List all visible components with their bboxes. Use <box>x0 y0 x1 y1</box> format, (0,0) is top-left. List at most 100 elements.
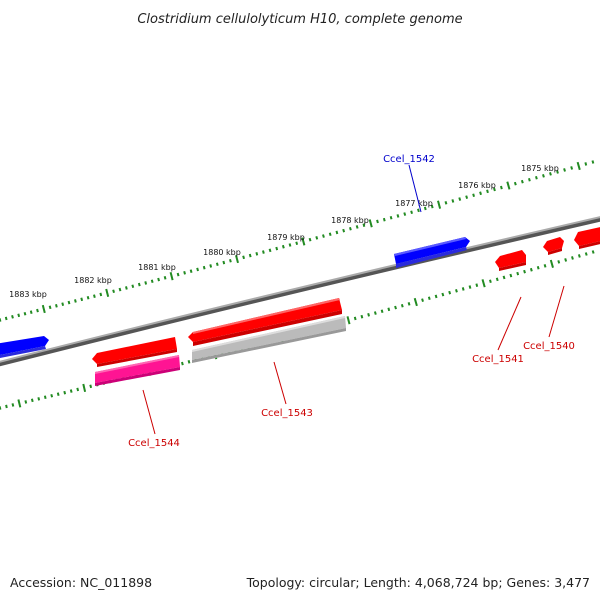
gene-ccel-1542[interactable] <box>394 237 470 268</box>
inner-tick-mark <box>394 305 397 310</box>
outer-tick-mark <box>183 271 186 275</box>
inner-tick-mark <box>421 298 424 302</box>
outer-tick-mark <box>222 260 226 265</box>
outer-tick-mark <box>61 302 65 306</box>
inner-tick-mark <box>543 264 547 268</box>
outer-tick-mark <box>549 172 552 176</box>
outer-tick-mark <box>67 300 71 305</box>
outer-tick-mark <box>157 277 160 282</box>
inner-tick-mark <box>516 271 520 276</box>
inner-tick-mark <box>461 287 465 291</box>
outer-tick-mark <box>29 310 33 314</box>
outer-tick-mark <box>125 286 128 290</box>
outer-tick-mark <box>451 199 455 203</box>
inner-tick-mark <box>502 275 506 280</box>
outer-tick-mark <box>520 179 524 184</box>
inner-tick-mark <box>448 290 452 295</box>
inner-tick-mark <box>82 383 87 393</box>
inner-tick-mark <box>37 397 41 401</box>
outer-tick-mark <box>248 253 252 258</box>
outer-tick-mark <box>335 230 339 235</box>
outer-tick-mark <box>322 234 325 238</box>
genome-summary-text: Topology: circular; Length: 4,068,724 bp… <box>246 575 590 590</box>
outer-tick-track <box>0 160 595 322</box>
inner-tick-mark <box>475 283 479 287</box>
outer-tick-mark <box>493 187 496 192</box>
inner-tick-mark <box>56 392 60 396</box>
outer-tick-mark <box>500 185 503 190</box>
inner-tick-mark <box>373 311 377 315</box>
inner-tick-mark <box>564 258 568 262</box>
inner-tick-mark <box>89 384 93 389</box>
outer-tick-mark <box>584 162 588 166</box>
outer-tick-mark <box>176 272 180 277</box>
outer-tick-mark <box>93 294 96 298</box>
inner-tick-mark <box>571 256 574 260</box>
inner-tick-mark <box>17 399 22 408</box>
outer-tick-mark <box>355 225 359 229</box>
outer-tick-mark <box>275 246 279 251</box>
gene-red-left[interactable] <box>92 337 177 367</box>
outer-tick-mark <box>528 177 531 182</box>
leader-ccel-1540 <box>548 285 565 338</box>
inner-tick-mark <box>481 279 486 288</box>
outer-tick-mark <box>4 316 8 321</box>
inner-tick-mark <box>407 302 411 306</box>
outer-tick-mark <box>23 311 27 316</box>
gene-ccel-1541[interactable] <box>495 250 526 271</box>
gene-label-ccel-1544[interactable]: Ccel_1544 <box>128 438 180 449</box>
inner-tick-mark <box>181 361 184 366</box>
inner-tick-mark <box>536 265 540 270</box>
inner-tick-mark <box>11 403 15 407</box>
gene-ccel-1540[interactable] <box>543 237 564 255</box>
outer-tick-mark <box>80 297 84 302</box>
inner-tick-mark <box>43 395 47 400</box>
gene-label-ccel-1542[interactable]: Ccel_1542 <box>383 154 435 165</box>
inner-tick-mark <box>549 259 554 268</box>
inner-tick-mark <box>584 252 588 256</box>
inner-tick-mark <box>400 303 404 308</box>
inner-tick-mark <box>346 316 351 325</box>
outer-tick-mark <box>255 252 259 256</box>
gene-red-middle[interactable] <box>188 298 342 346</box>
inner-tick-mark <box>455 289 458 293</box>
outer-tick-mark <box>576 161 581 171</box>
outer-tick-mark <box>410 210 413 214</box>
gene-red-right-edge[interactable] <box>574 226 600 249</box>
outer-tick-mark <box>150 279 154 284</box>
tick-label-1880: 1880 kbp <box>203 248 241 257</box>
gene-blue-left[interactable] <box>0 336 49 359</box>
gene-ccel-1543[interactable] <box>192 316 346 363</box>
gene-ccel-1544[interactable] <box>95 355 180 386</box>
gene-label-ccel-1543[interactable]: Ccel_1543 <box>261 408 313 419</box>
outer-tick-mark <box>55 303 58 308</box>
inner-tick-mark <box>557 260 561 264</box>
gene-label-ccel-1540[interactable]: Ccel_1540 <box>523 341 575 352</box>
outer-tick-mark <box>11 315 14 319</box>
outer-tick-mark <box>137 282 141 287</box>
outer-tick-mark <box>105 288 110 297</box>
inner-tick-mark <box>468 285 472 289</box>
outer-tick-mark <box>376 219 379 224</box>
outer-tick-mark <box>301 237 306 246</box>
gene-label-ccel-1541[interactable]: Ccel_1541 <box>472 354 524 365</box>
outer-tick-mark <box>591 160 595 164</box>
outer-tick-mark <box>506 181 511 190</box>
inner-tick-mark <box>50 393 54 398</box>
outer-tick-mark <box>349 227 352 231</box>
outer-tick-mark <box>479 191 482 196</box>
outer-tick-mark <box>486 189 489 194</box>
outer-tick-mark <box>169 272 174 281</box>
inner-tick-mark <box>529 267 533 272</box>
inner-tick-mark <box>523 269 526 274</box>
outer-tick-mark <box>288 243 292 247</box>
leader-ccel-1542 <box>408 164 422 213</box>
outer-tick-mark <box>430 204 434 209</box>
outer-tick-mark <box>458 197 462 201</box>
outer-tick-mark <box>396 214 400 218</box>
genome-backbone-highlight <box>0 216 600 363</box>
tick-label-1876: 1876 kbp <box>458 181 496 190</box>
inner-tick-mark <box>509 273 513 278</box>
outer-tick-mark <box>382 217 386 222</box>
inner-tick-mark <box>63 390 67 395</box>
